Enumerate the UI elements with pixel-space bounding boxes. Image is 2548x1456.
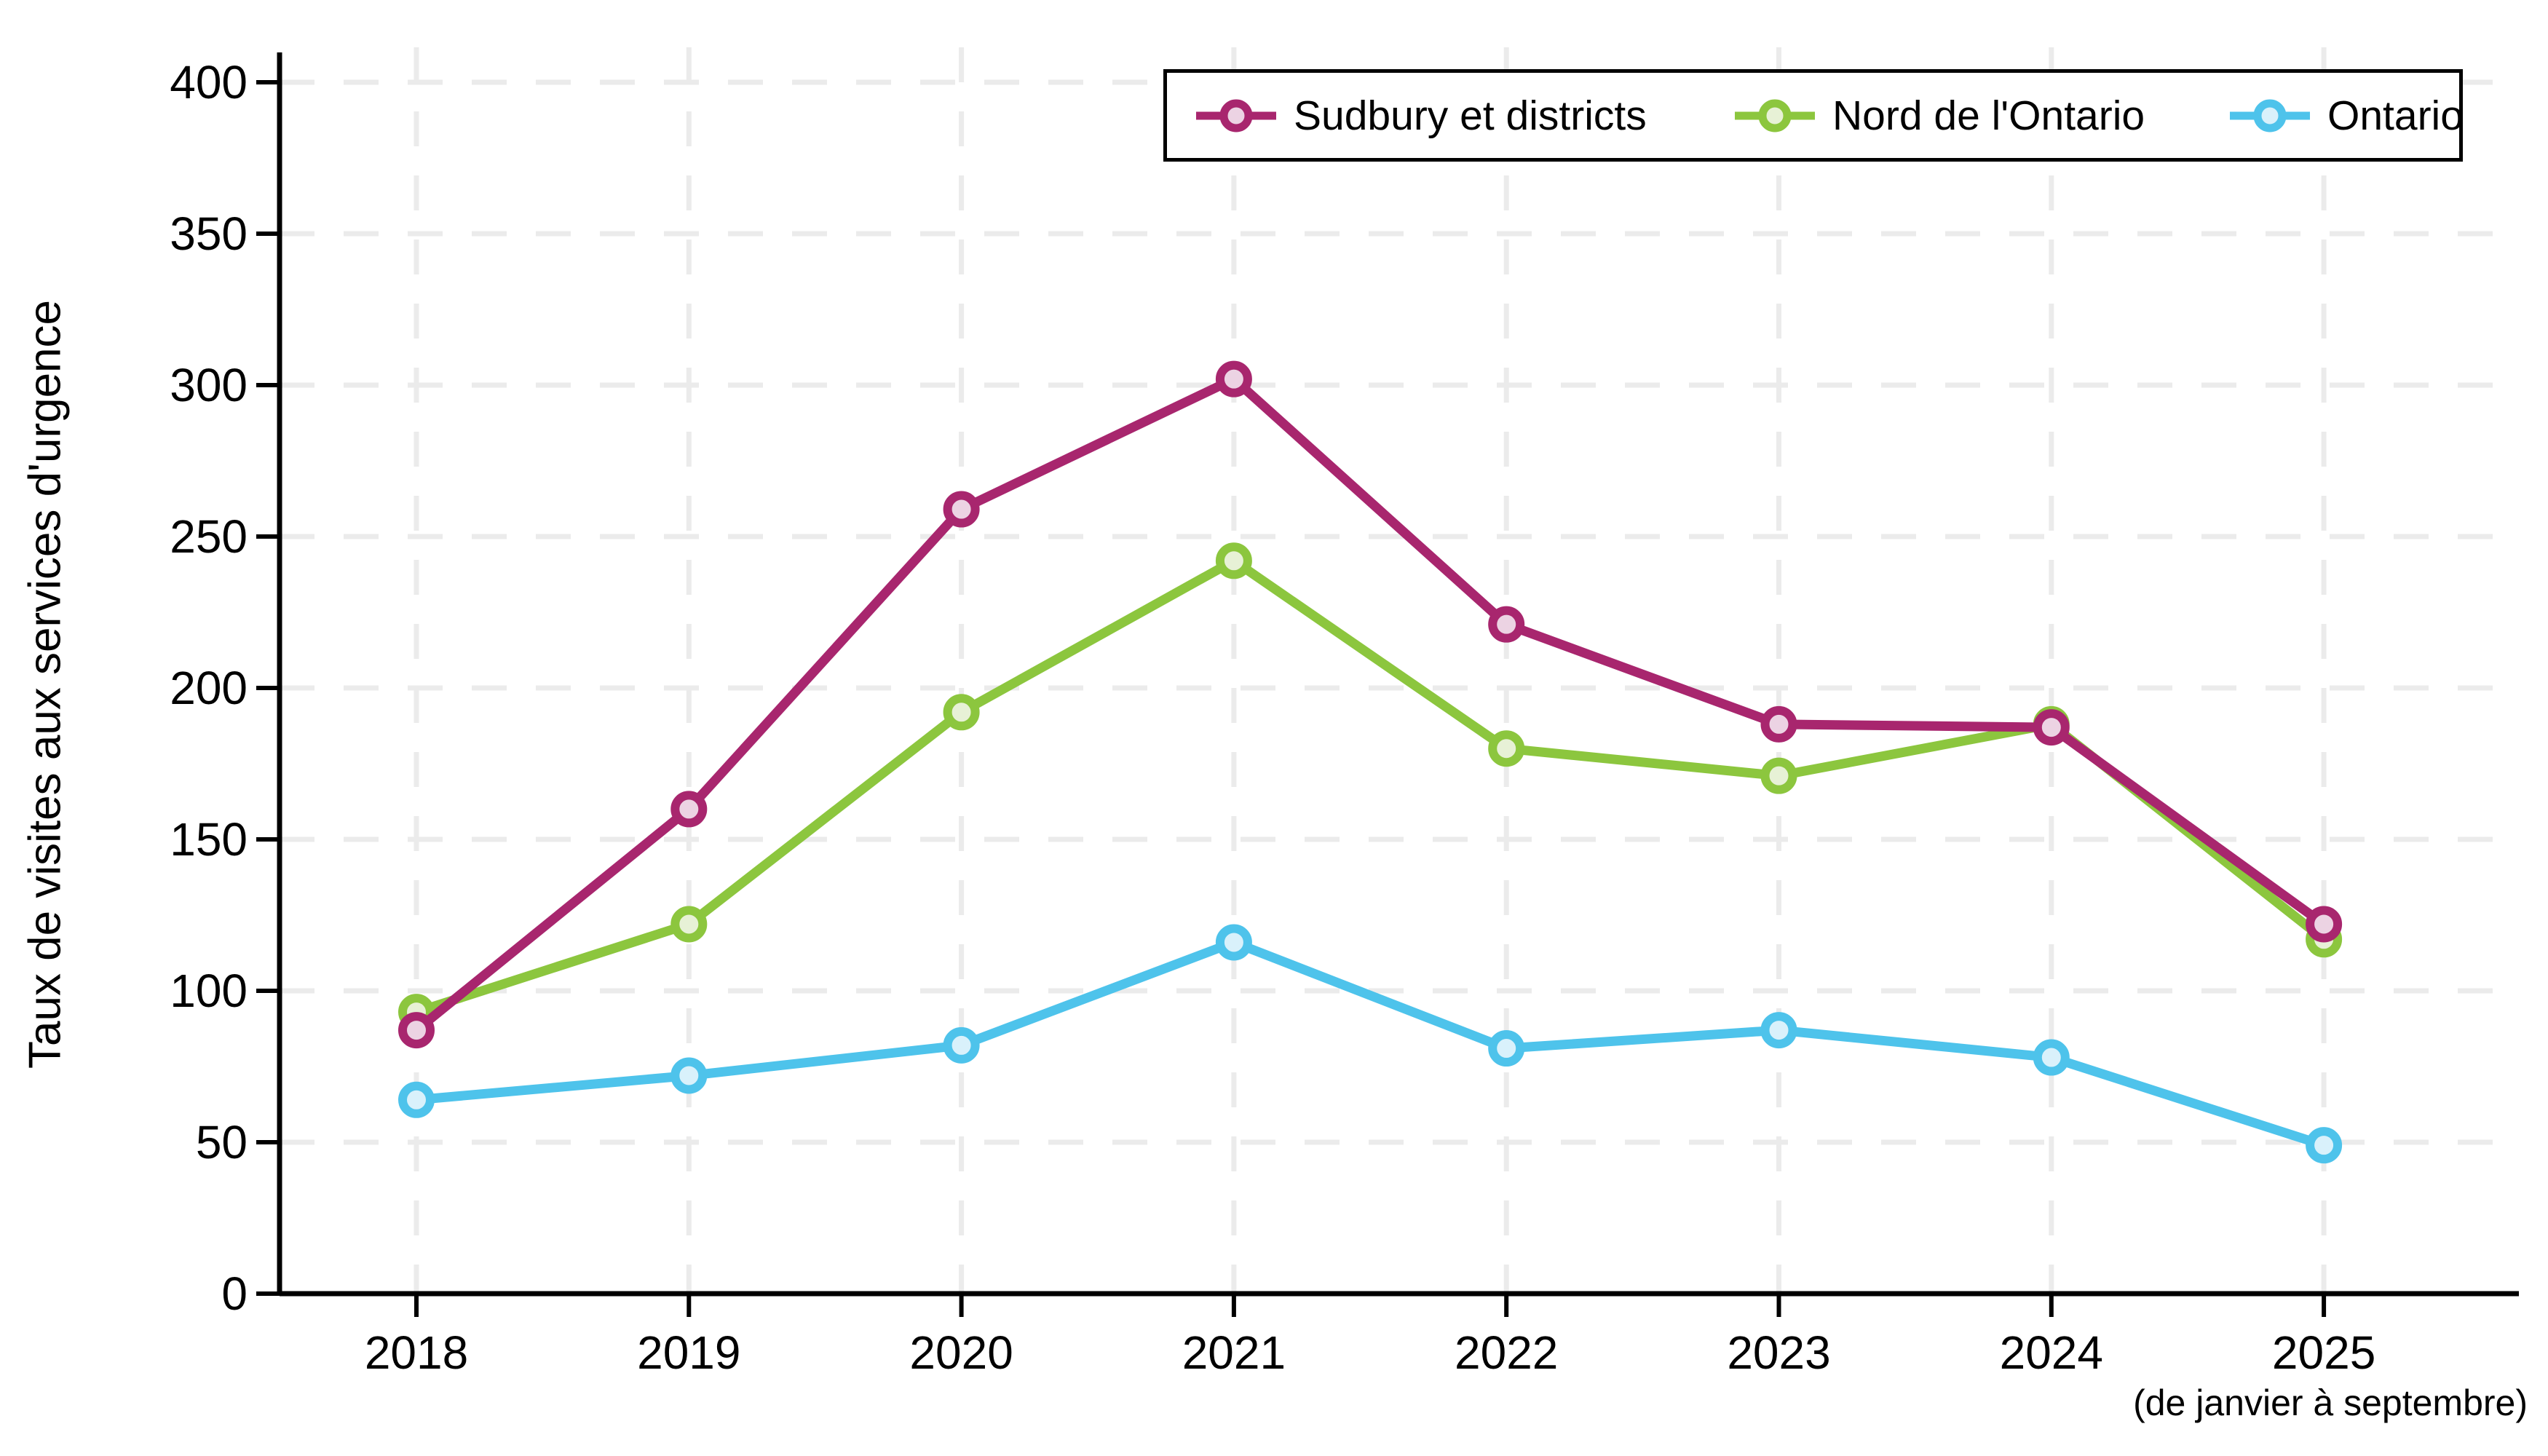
- data-point: [943, 491, 980, 528]
- data-point: [1760, 705, 1797, 743]
- data-point: [943, 694, 980, 731]
- legend-label-nord: Nord de l'Ontario: [1832, 92, 2145, 139]
- y-tick-label: 50: [196, 1116, 248, 1168]
- x-tick-label: 2024: [2000, 1326, 2103, 1379]
- legend-marker-ontario-icon: [2230, 99, 2310, 132]
- y-tick-label: 150: [170, 813, 248, 866]
- series-line: [411, 374, 2329, 1035]
- data-point: [2306, 906, 2343, 943]
- x-tick-label: 2021: [1182, 1326, 1286, 1379]
- legend-item-sudbury: Sudbury et districts: [1196, 73, 1647, 158]
- x-tick-label: 2018: [365, 1326, 468, 1379]
- data-point: [1488, 730, 1525, 767]
- data-point: [1488, 606, 1525, 643]
- x-axis-note: (de janvier à septembre): [2133, 1382, 2528, 1423]
- y-tick-label: 250: [170, 510, 248, 563]
- series-2: [398, 924, 2343, 1164]
- y-tick-label: 200: [170, 662, 248, 714]
- data-point: [1215, 360, 1252, 397]
- x-axis-ticks: 2018 2019 2020 2021 2022 2023 2024 2025: [365, 1294, 2375, 1379]
- data-point: [2033, 709, 2070, 746]
- legend: Sudbury et districts Nord de l'Ontario O…: [1163, 69, 2464, 162]
- y-tick-label: 300: [170, 359, 248, 411]
- data-point: [398, 1081, 435, 1118]
- y-tick-label: 0: [221, 1267, 248, 1320]
- data-point: [398, 1012, 435, 1049]
- legend-item-nord: Nord de l'Ontario: [1735, 73, 2145, 158]
- x-tick-label: 2019: [637, 1326, 740, 1379]
- axes: [277, 52, 2519, 1297]
- data-point: [1215, 924, 1252, 961]
- y-tick-label: 350: [170, 207, 248, 260]
- data-point: [943, 1026, 980, 1064]
- legend-marker-nord-icon: [1735, 99, 1815, 132]
- x-tick-label: 2025: [2272, 1326, 2375, 1379]
- y-tick-label: 400: [170, 56, 248, 108]
- legend-marker-sudbury-icon: [1196, 99, 1276, 132]
- legend-label-sudbury: Sudbury et districts: [1294, 92, 1647, 139]
- series-line: [411, 937, 2329, 1150]
- data-point: [670, 906, 708, 943]
- data-point: [2306, 1127, 2343, 1164]
- data-point: [1215, 542, 1252, 579]
- y-tick-label: 100: [170, 965, 248, 1017]
- data-point: [670, 791, 708, 828]
- data-point: [1760, 1012, 1797, 1049]
- data-point: [2033, 1039, 2070, 1076]
- y-axis-title: Taux de visites aux services d'urgence: [20, 299, 71, 1069]
- x-tick-label: 2022: [1455, 1326, 1558, 1379]
- series-0: [398, 360, 2343, 1049]
- legend-label-ontario: Ontario: [2327, 92, 2464, 139]
- series-line: [411, 555, 2329, 1017]
- data-point: [1760, 757, 1797, 794]
- data-point: [670, 1057, 708, 1094]
- data-point: [1488, 1030, 1525, 1067]
- legend-item-ontario: Ontario: [2230, 73, 2464, 158]
- y-axis-ticks: 0 50 100 150 200 250 300 350 400: [170, 56, 280, 1320]
- x-tick-label: 2020: [909, 1326, 1013, 1379]
- x-tick-label: 2023: [1727, 1326, 1830, 1379]
- series-1: [398, 542, 2343, 1031]
